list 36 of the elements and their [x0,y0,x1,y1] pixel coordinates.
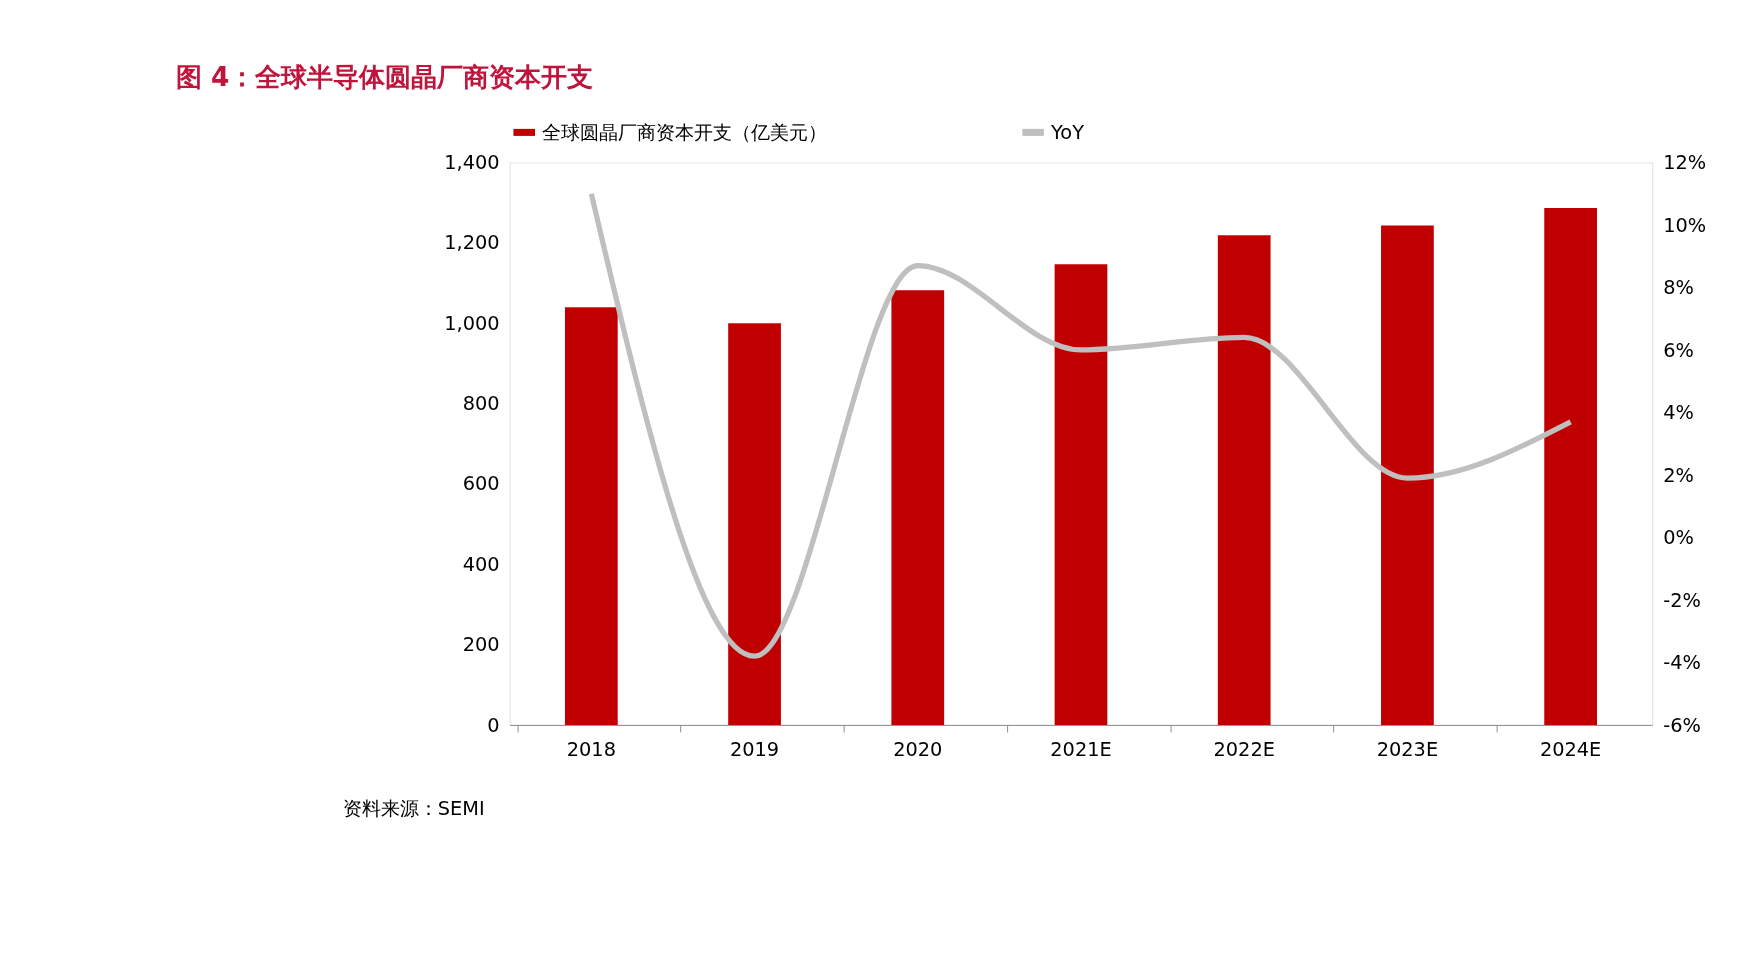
y-tick-label: 1,000 [444,311,500,335]
bar [564,307,618,725]
x-tick-label: 2021E [1050,738,1112,762]
y2-tick-label: 6% [1663,338,1694,362]
x-tick-label: 2018 [566,738,616,762]
y-tick-label: 1,400 [444,151,500,175]
y-tick-label: 0 [487,713,500,737]
bar [1544,207,1597,725]
bar [1217,235,1271,725]
y-tick-label: 600 [462,472,500,496]
bar [1381,225,1434,725]
y-tick-label: 400 [462,552,500,576]
y2-tick-label: 12% [1663,151,1707,175]
x-tick-label: 2019 [729,738,780,762]
y2-tick-label: -2% [1663,588,1701,612]
x-tick-label: 2020 [893,738,943,762]
y-tick-label: 800 [462,392,500,416]
legend-label: 全球圆晶厂商资本开支（亿美元） [542,120,828,144]
y2-tick-label: 2% [1663,463,1694,487]
bar [1054,264,1108,725]
bar [728,323,781,725]
y2-tick-label: 8% [1663,276,1694,300]
y-tick-label: 200 [462,633,500,657]
y-tick-label: 1,200 [444,231,500,255]
y2-tick-label: 0% [1663,526,1694,550]
y2-tick-label: 4% [1663,401,1694,425]
bar [891,290,945,725]
text: 资料来源：SEMI [342,796,485,820]
y2-tick-label: 10% [1663,213,1707,237]
legend-label: YoY [1050,120,1085,144]
chart-title: 图 4：全球半导体圆晶厂商资本开支 [175,62,594,93]
x-tick-label: 2023E [1376,738,1439,762]
y2-tick-label: -6% [1663,713,1701,737]
y2-tick-label: -4% [1663,651,1701,675]
x-tick-label: 2022E [1213,738,1275,762]
x-tick-label: 2024E [1539,738,1602,762]
